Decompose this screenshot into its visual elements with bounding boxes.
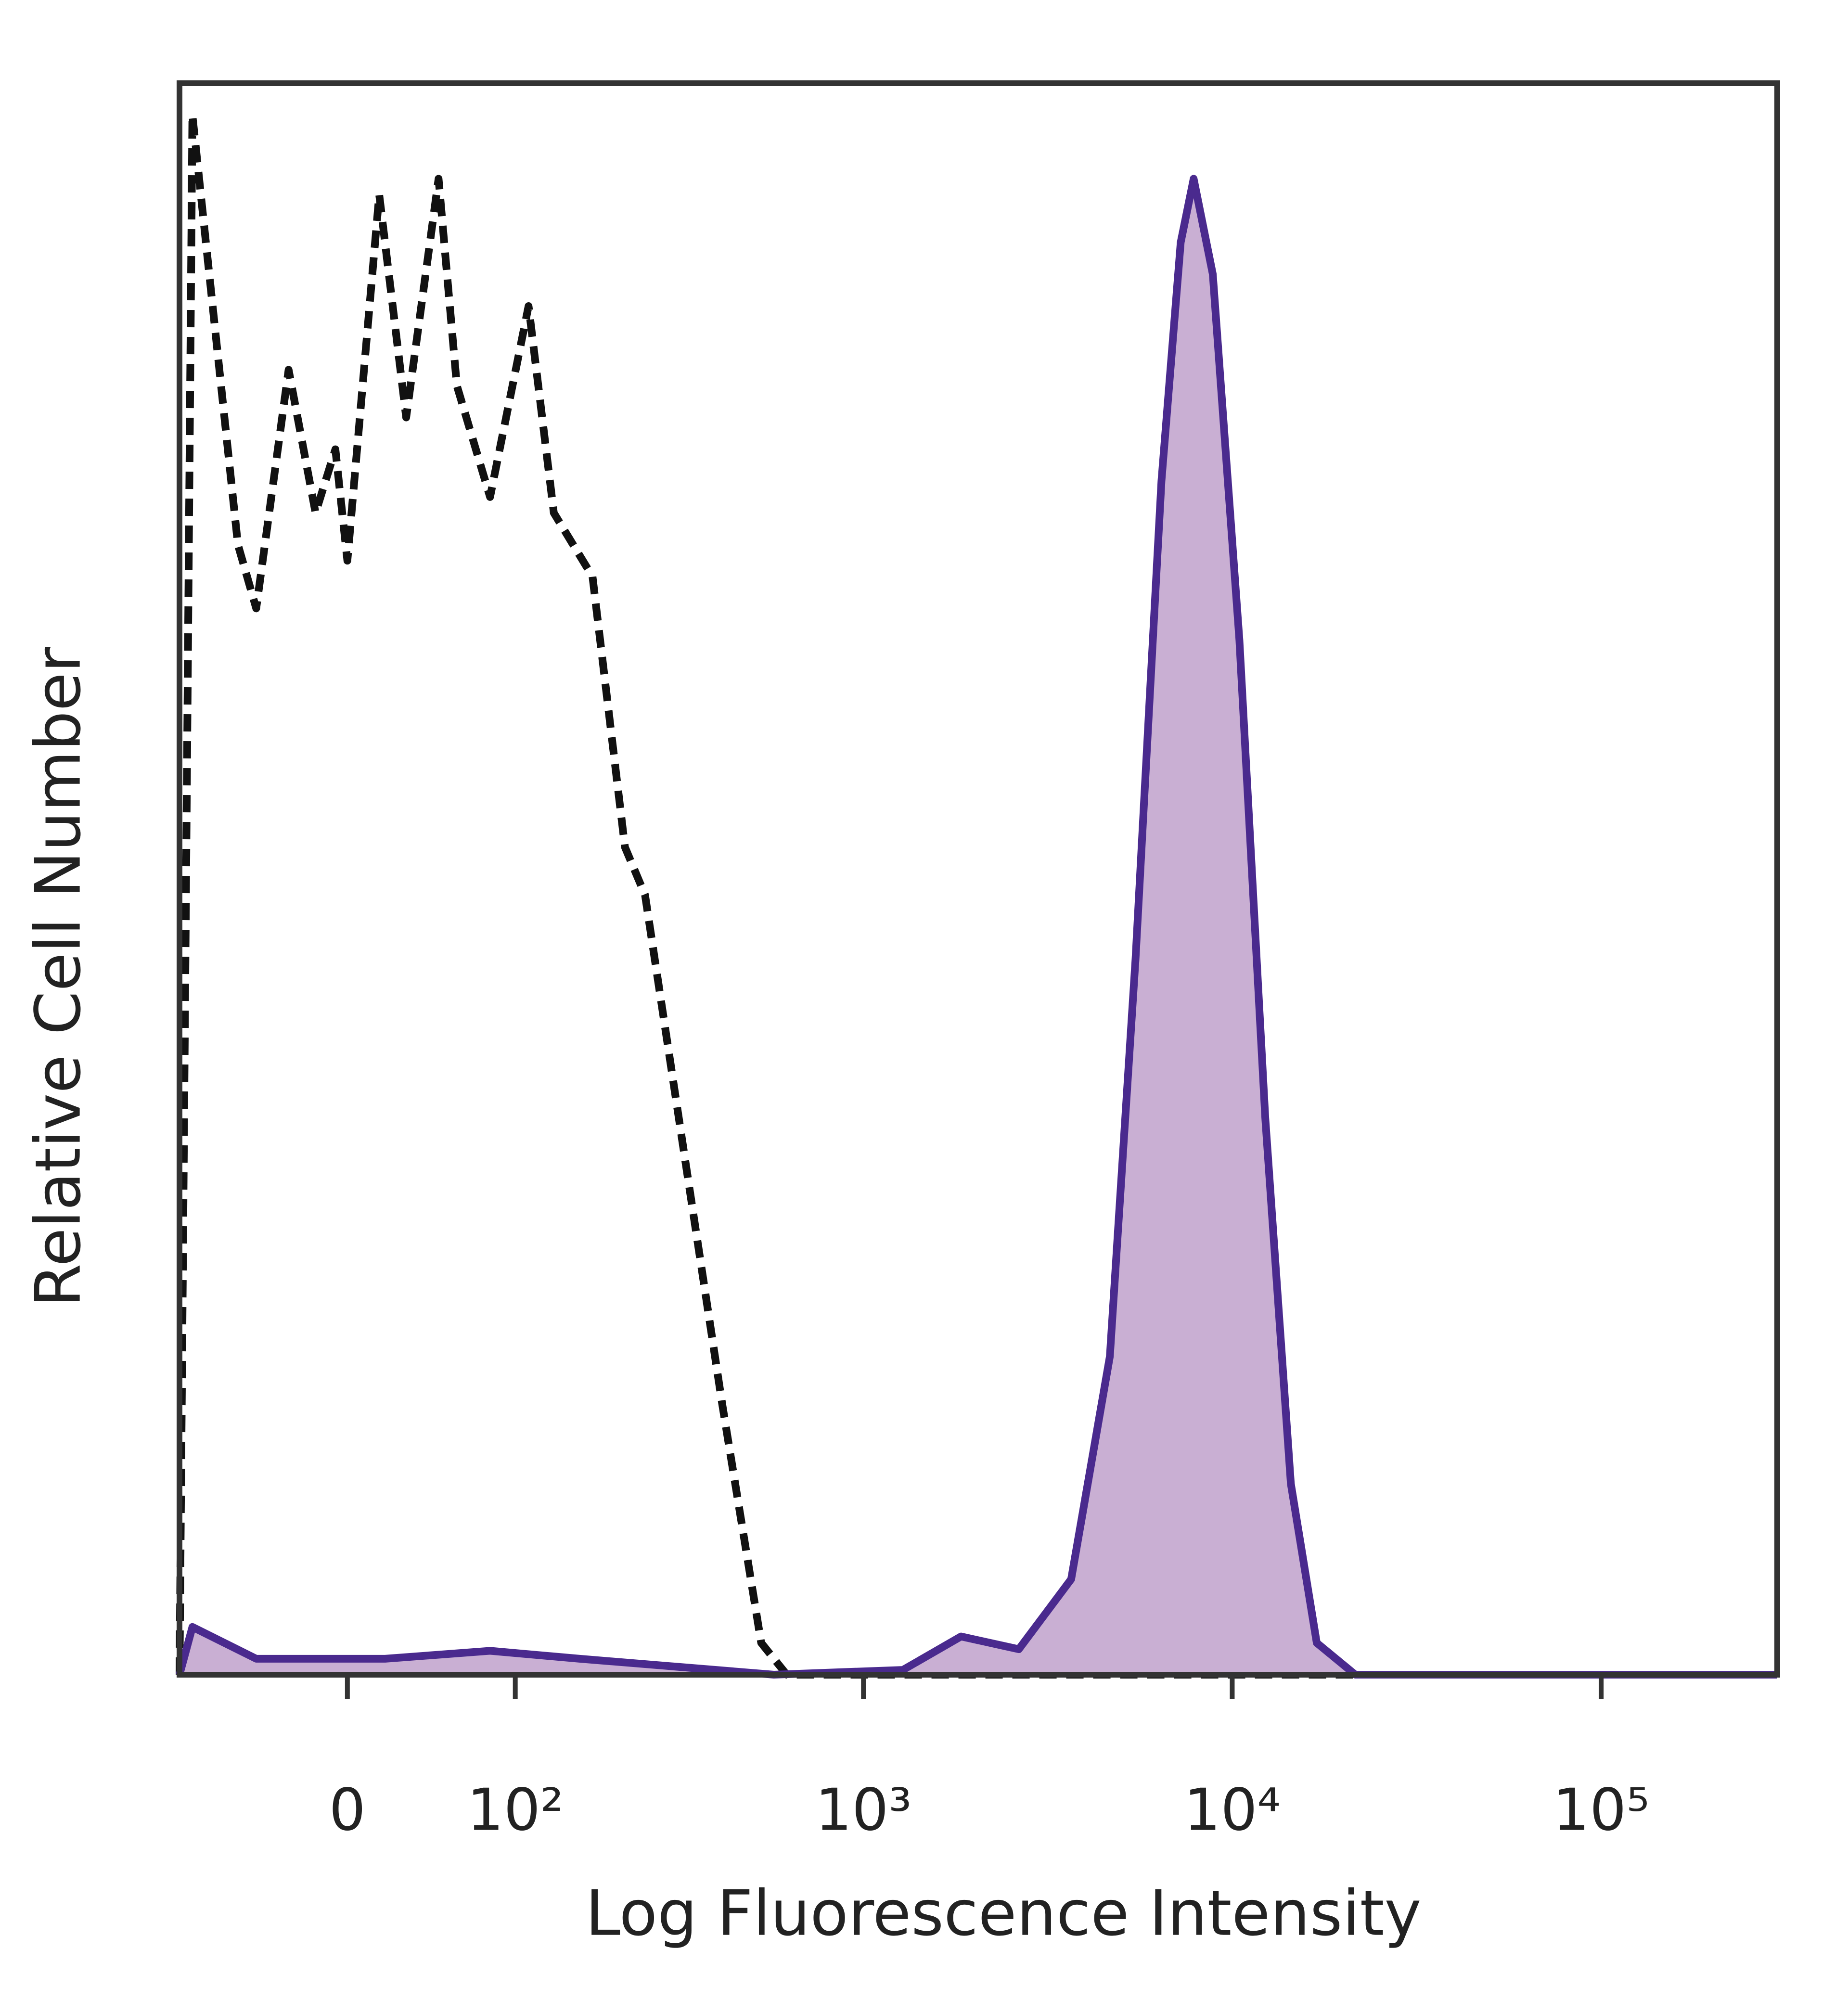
plot-frame [177, 80, 1780, 1678]
x-tick-label: 0 [329, 1777, 366, 1844]
x-tick-label: 10² [467, 1777, 564, 1844]
histogram-line [176, 175, 1777, 1679]
histogram-line [176, 111, 1777, 1679]
x-tick-label: 10³ [815, 1777, 912, 1844]
x-tick-label: 10⁴ [1184, 1777, 1281, 1844]
x-tick-label: 10⁵ [1553, 1777, 1650, 1844]
y-axis-label: Relative Cell Number [22, 646, 95, 1307]
area [180, 179, 1777, 1675]
x-axis-label: Log Fluorescence Intensity [585, 1877, 1421, 1950]
